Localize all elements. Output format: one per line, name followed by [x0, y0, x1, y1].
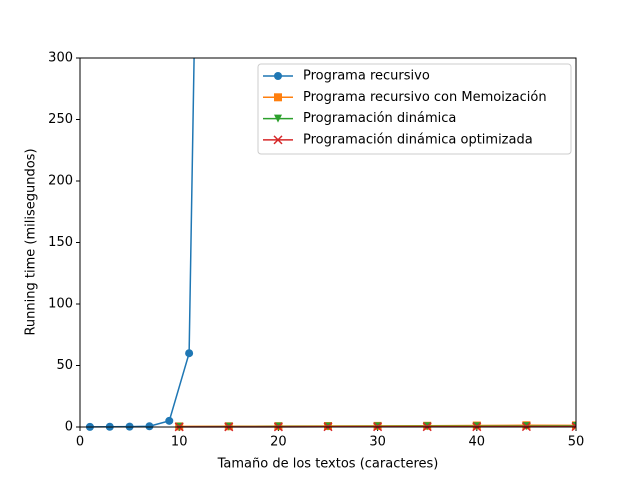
y-axis-label: Running time (milisegundos) [24, 148, 39, 335]
x-tick-label: 40 [469, 435, 486, 450]
x-axis-label: Tamaño de los textos (caracteres) [217, 457, 439, 472]
marker [274, 114, 282, 123]
y-tick-label: 100 [48, 297, 73, 312]
marker [145, 422, 154, 431]
marker [274, 72, 282, 80]
x-tick-label: 50 [568, 435, 585, 450]
y-tick-label: 300 [48, 51, 73, 66]
y-tick-label: 150 [48, 235, 73, 250]
legend-label: Programa recursivo con Memoización [303, 90, 547, 105]
axes-frame [79, 57, 577, 428]
marker [185, 349, 194, 358]
y-tick-label: 0 [65, 420, 73, 435]
marker [165, 416, 174, 425]
y-tick-label: 50 [56, 358, 73, 373]
marker [273, 135, 283, 145]
legend-label: Programa recursivo [303, 69, 430, 84]
marker [274, 93, 282, 102]
x-tick-label: 20 [270, 435, 287, 450]
legend-label: Programación dinámica optimizada [303, 132, 533, 147]
x-tick-label: 10 [171, 435, 188, 450]
marker [571, 422, 576, 432]
y-tick-label: 250 [48, 112, 73, 127]
x-tick-label: 30 [369, 435, 386, 450]
y-tick-label: 200 [48, 174, 73, 189]
legend-label: Programación dinámica [303, 111, 456, 126]
legend-box [257, 63, 572, 155]
x-tick-label: 0 [76, 435, 84, 450]
series-line [89, 58, 195, 428]
